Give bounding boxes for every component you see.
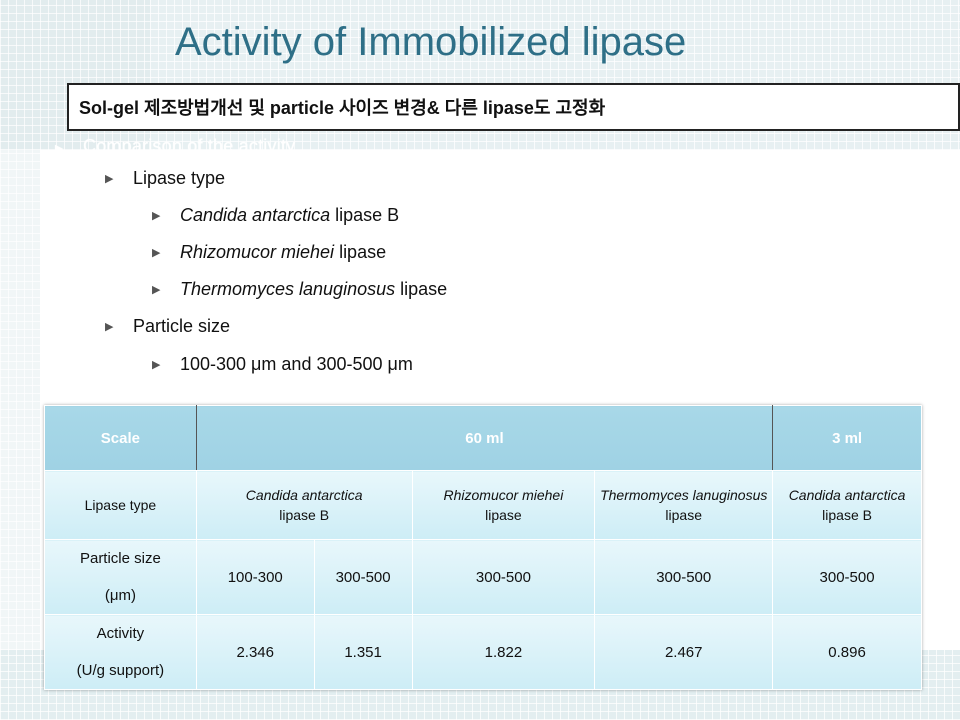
table-row-particle-size: Particle size (μm) 100-300 300-500 300-5… [44, 539, 922, 615]
row-label-particle-size: Particle size (μm) [44, 539, 197, 615]
bullet-arrow-icon: ▶ [152, 359, 161, 371]
bullet-text: Lipase type [133, 168, 226, 188]
lipase-name: Rhizomucor miehei [443, 487, 564, 503]
row-label-activity: Activity (U/g support) [44, 614, 197, 690]
bullet-arrow-icon: ▶ [55, 143, 64, 155]
bullet-text: lipase [395, 279, 448, 299]
row-label-line: Particle size [79, 550, 161, 567]
bullet-text-italic: Rhizomucor miehei [180, 242, 335, 262]
subtitle-text: Sol-gel 제조방법개선 및 particle 사이즈 변경& 다른 lip… [79, 98, 606, 118]
table-cell: 0.896 [772, 614, 922, 690]
header-scale-60ml: 60 ml [195, 405, 774, 471]
row-label-line: (μm) [104, 587, 136, 604]
lipase-name: Candida antarctica [788, 487, 906, 503]
bullet-text: Particle size [133, 316, 231, 336]
table-cell: 300-500 [594, 539, 774, 615]
lipase-name: Thermomyces lanuginosus [600, 487, 768, 503]
table-cell: Candida antarctica lipase B [772, 470, 922, 540]
bullet-arrow-icon: ▶ [152, 247, 161, 259]
table-cell: 300-500 [772, 539, 922, 615]
table-row-activity: Activity (U/g support) 2.346 1.351 1.822… [44, 614, 922, 690]
header-scale: Scale [44, 405, 197, 471]
row-label-line: Activity [96, 625, 145, 642]
table-cell: 1.822 [411, 614, 596, 690]
bullet-item: ▶ Lipase type [105, 168, 225, 189]
table-header-row: Scale 60 ml 3 ml [44, 405, 922, 471]
table-cell: 1.351 [313, 614, 413, 690]
bullet-text: lipase [334, 242, 387, 262]
row-label-line: (U/g support) [76, 662, 165, 679]
bullet-item: ▶ Rhizomucor miehei lipase [152, 242, 386, 263]
bullet-arrow-icon: ▶ [152, 210, 161, 222]
table-cell: 300-500 [411, 539, 596, 615]
activity-table: Scale 60 ml 3 ml Lipase type Candida ant… [44, 405, 922, 690]
lipase-suffix: lipase B [279, 507, 330, 523]
bullet-text-italic: Thermomyces lanuginosus [180, 279, 396, 299]
table-cell: Thermomyces lanuginosus lipase [594, 470, 774, 540]
background-pattern-top-left [0, 0, 150, 150]
row-label-lipase-type: Lipase type [44, 470, 197, 540]
lipase-name: Candida antarctica [245, 487, 363, 503]
faded-comparison-text: Comparison of the activity [83, 136, 296, 156]
bullet-item: ▶ Candida antarctica lipase B [152, 205, 399, 226]
table-row-lipase-type: Lipase type Candida antarctica lipase B … [44, 470, 922, 540]
lipase-suffix: lipase [665, 507, 703, 523]
bullet-arrow-icon: ▶ [105, 173, 114, 185]
bullet-text-italic: Candida antarctica [180, 205, 331, 225]
table-cell: 2.346 [195, 614, 315, 690]
table-cell: 2.467 [594, 614, 774, 690]
faded-comparison-line: ▶ Comparison of the activity [55, 136, 295, 157]
bullet-arrow-icon: ▶ [105, 321, 114, 333]
header-scale-3ml: 3 ml [772, 405, 922, 471]
slide-title: Activity of Immobilized lipase [175, 20, 687, 64]
lipase-suffix: lipase [485, 507, 522, 523]
background-pattern-side [0, 150, 40, 650]
table-cell: Candida antarctica lipase B [195, 470, 413, 540]
bullet-text: lipase B [330, 205, 400, 225]
table-cell: Rhizomucor miehei lipase [411, 470, 596, 540]
subtitle-box: Sol-gel 제조방법개선 및 particle 사이즈 변경& 다른 lip… [67, 83, 960, 131]
bullet-item: ▶ Particle size [105, 316, 230, 337]
table-cell: 300-500 [313, 539, 413, 615]
table-cell: 100-300 [195, 539, 315, 615]
lipase-suffix: lipase B [822, 507, 872, 523]
bullet-text: 100-300 μm and 300-500 μm [180, 354, 413, 374]
bullet-item: ▶ 100-300 μm and 300-500 μm [152, 354, 413, 375]
bullet-item: ▶ Thermomyces lanuginosus lipase [152, 279, 447, 300]
bullet-arrow-icon: ▶ [152, 284, 161, 296]
